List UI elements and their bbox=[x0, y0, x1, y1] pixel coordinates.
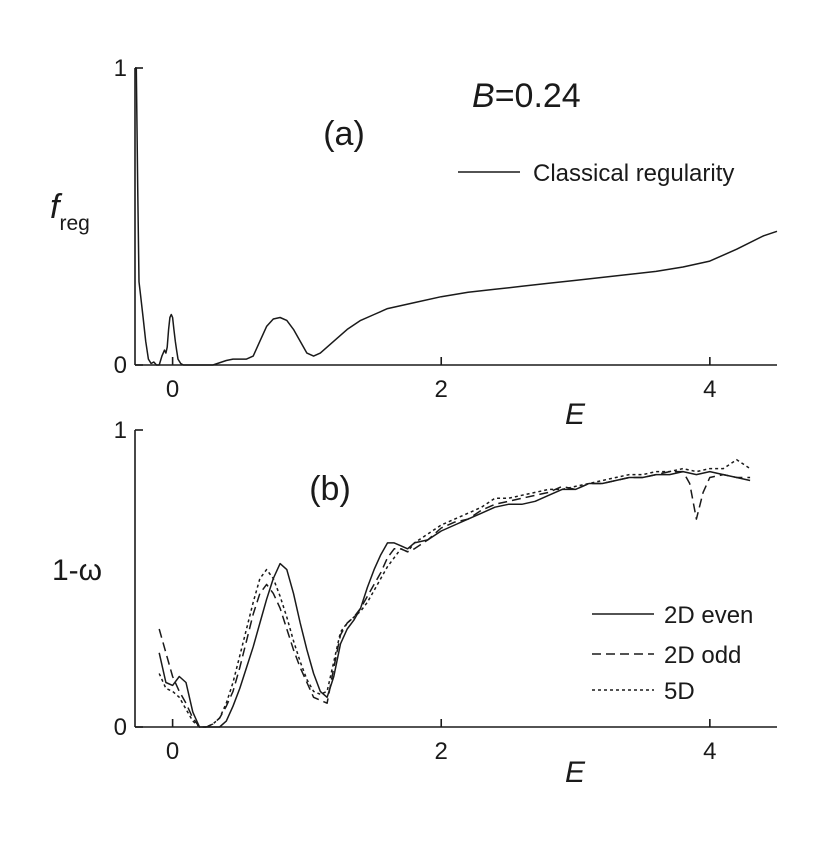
x-tick-label: 0 bbox=[166, 376, 179, 403]
panel-a-label: (a) bbox=[323, 115, 365, 153]
panel-a-legend: Classical regularity bbox=[458, 160, 734, 187]
x-tick-label: 2 bbox=[435, 738, 448, 765]
annotation-variable: B bbox=[472, 77, 495, 115]
x-tick-label: 0 bbox=[166, 738, 179, 765]
x-tick-label: 4 bbox=[703, 376, 716, 403]
ylabel-subscript: reg bbox=[59, 212, 89, 235]
y-tick-label: 1 bbox=[114, 55, 127, 82]
panel-a-ylabel: freg bbox=[50, 188, 90, 235]
x-tick-label: 2 bbox=[435, 376, 448, 403]
panel-a-series-layer bbox=[135, 67, 778, 366]
panel-b-xlabel: E bbox=[565, 756, 586, 789]
panel-a: 0 2 4 0 1 (a) B=0.24 freg E Classical regula… bbox=[50, 55, 778, 431]
y-tick-label: 1 bbox=[114, 417, 127, 444]
series-line-classical-regularity bbox=[135, 67, 778, 366]
legend-label-2d-odd: 2D odd bbox=[664, 642, 741, 669]
series-line-2d-even bbox=[158, 470, 751, 728]
series-line-2d-odd bbox=[158, 470, 751, 728]
legend-label-classical-regularity: Classical regularity bbox=[533, 160, 734, 187]
y-tick-label: 0 bbox=[114, 714, 127, 741]
panel-b-legend: 2D even 2D odd 5D bbox=[592, 602, 753, 705]
panel-b: 0 2 4 0 1 (b) 1-ω E 2D even 2D odd 5D bbox=[52, 417, 777, 789]
series-line-5d bbox=[158, 458, 751, 728]
legend-label-5d: 5D bbox=[664, 678, 695, 705]
panel-a-annotation: B=0.24 bbox=[472, 77, 581, 115]
panel-b-label: (b) bbox=[309, 470, 351, 508]
legend-label-2d-even: 2D even bbox=[664, 602, 753, 629]
y-tick-label: 0 bbox=[114, 352, 127, 379]
panel-a-axes: 0 2 4 0 1 bbox=[114, 55, 777, 403]
x-tick-label: 4 bbox=[703, 738, 716, 765]
panel-b-axes: 0 2 4 0 1 bbox=[114, 417, 777, 765]
panel-a-xlabel: E bbox=[565, 398, 586, 431]
annotation-value: =0.24 bbox=[495, 77, 581, 115]
panel-b-series-layer bbox=[158, 458, 751, 728]
panel-b-ylabel: 1-ω bbox=[52, 554, 102, 587]
